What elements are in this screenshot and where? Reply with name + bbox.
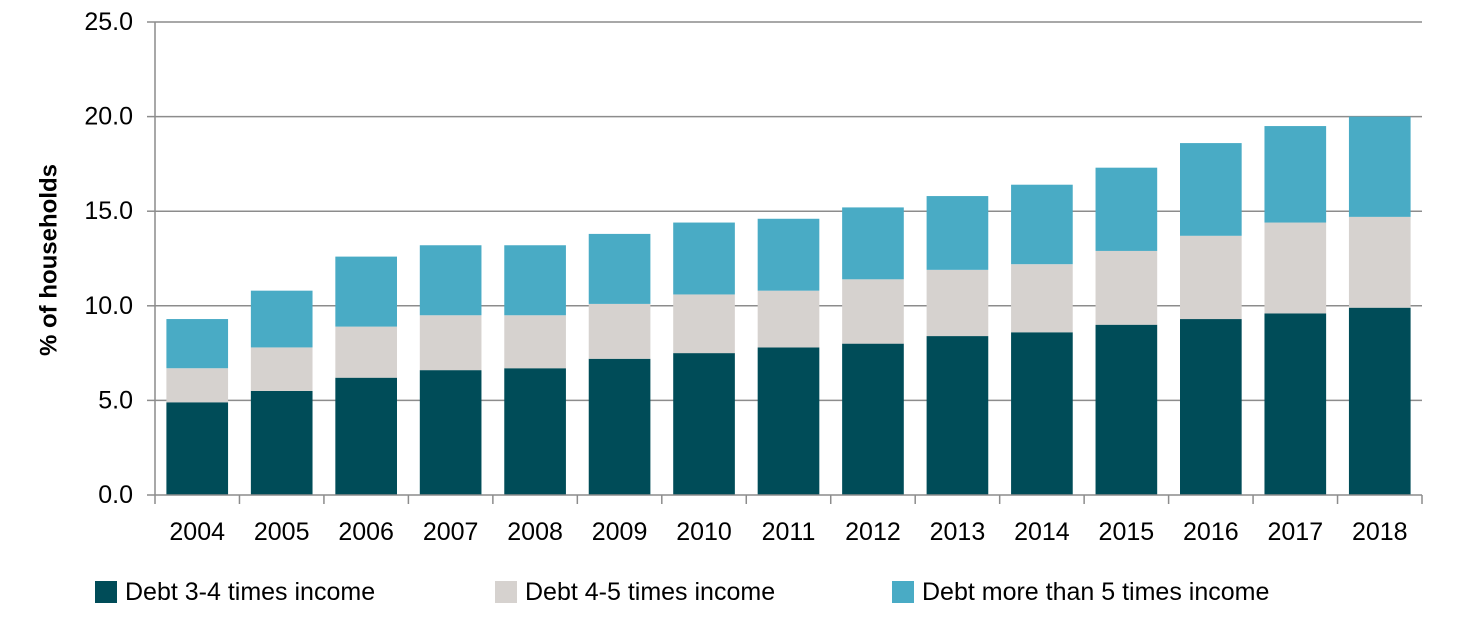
y-tick-label: 20.0 [84, 103, 133, 131]
bar-segment-3-2012 [842, 207, 904, 280]
x-tick-label: 2012 [845, 518, 901, 546]
bar-segment-3-2008 [504, 245, 566, 316]
x-tick-label: 2011 [762, 518, 816, 546]
x-tick-label: 2007 [423, 518, 479, 546]
x-tick-label: 2009 [592, 518, 648, 546]
bar-segment-3-2005 [250, 290, 313, 348]
x-tick-label: 2006 [338, 518, 394, 546]
bar-segment-1-2018 [1348, 307, 1411, 495]
bar-segment-2-2017 [1264, 222, 1327, 314]
x-tick-label: 2008 [507, 518, 563, 546]
legend: Debt 3-4 times income Debt 4-5 times inco… [95, 578, 1269, 606]
bar-segment-1-2009 [588, 358, 651, 495]
bar-segment-1-2006 [335, 377, 397, 495]
bar-segment-1-2013 [926, 336, 989, 495]
bar-segment-2-2016 [1180, 235, 1242, 320]
bar-segment-1-2007 [419, 370, 482, 495]
y-axis-title: % of households [35, 164, 62, 356]
x-tick-label: 2017 [1267, 518, 1323, 546]
bar-segment-1-2017 [1264, 313, 1327, 495]
bar-segment-1-2008 [504, 368, 566, 495]
bar-segment-2-2015 [1095, 250, 1158, 325]
bar-segment-3-2010 [673, 222, 735, 295]
x-tick-label: 2013 [930, 518, 986, 546]
legend-label: Debt 3-4 times income [125, 578, 375, 606]
legend-swatch [495, 581, 517, 603]
x-tick-label: 2005 [254, 518, 310, 546]
bar-segment-1-2010 [673, 353, 735, 495]
bar-segment-1-2011 [757, 347, 820, 495]
bar-segment-2-2005 [250, 347, 313, 391]
x-tick-label: 2004 [169, 518, 225, 546]
x-tick-label: 2016 [1183, 518, 1239, 546]
bar-segment-2-2004 [166, 368, 229, 403]
legend-label: Debt 4-5 times income [525, 578, 775, 606]
legend-swatch [95, 581, 117, 603]
bar-segment-3-2011 [757, 218, 820, 291]
legend-label: Debt more than 5 times income [922, 578, 1269, 606]
bar-segment-3-2006 [335, 256, 397, 327]
bar-segment-2-2009 [588, 303, 651, 359]
bar-segment-3-2013 [926, 196, 989, 270]
x-tick-label: 2014 [1014, 518, 1070, 546]
bar-segment-3-2004 [166, 319, 229, 369]
y-tick-label: 15.0 [84, 197, 133, 225]
bar-segment-2-2007 [419, 315, 482, 371]
y-tick-label: 10.0 [84, 292, 133, 320]
bar-segment-3-2016 [1180, 143, 1242, 236]
bar-segment-3-2018 [1348, 116, 1411, 217]
axes: 0.0 5.0 10.0 15.0 20.0 25.0 2004 2005 2006 2007 20… [84, 8, 1423, 546]
bar-segment-1-2005 [250, 390, 313, 495]
bar-segment-2-2008 [504, 315, 566, 369]
x-tick-label: 2015 [1099, 518, 1155, 546]
bar-segment-1-2016 [1180, 319, 1242, 495]
bar-segment-1-2012 [842, 343, 904, 495]
bar-segment-2-2012 [842, 279, 904, 344]
bar-segment-1-2015 [1095, 324, 1158, 495]
x-tick-label: 2010 [676, 518, 732, 546]
bar-segment-2-2014 [1011, 264, 1073, 333]
bar-segment-2-2013 [926, 269, 989, 337]
bar-segment-2-2011 [757, 290, 820, 348]
bar-segment-3-2015 [1095, 167, 1158, 251]
y-tick-label: 5.0 [98, 386, 133, 414]
bar-segment-1-2014 [1011, 332, 1073, 495]
legend-swatch [892, 581, 914, 603]
bar-segment-2-2006 [335, 326, 397, 378]
bar-segment-2-2010 [673, 294, 735, 354]
x-tick-label: 2018 [1352, 518, 1408, 546]
y-tick-label: 0.0 [98, 481, 133, 509]
bar-segment-3-2009 [588, 233, 651, 304]
bar-segment-3-2007 [419, 245, 482, 316]
bar-segment-3-2014 [1011, 184, 1073, 265]
bar-segment-2-2018 [1348, 216, 1411, 308]
bar-segment-3-2017 [1264, 126, 1327, 223]
bars [166, 116, 1411, 495]
bar-segment-1-2004 [166, 402, 229, 495]
y-tick-label: 25.0 [84, 8, 133, 36]
